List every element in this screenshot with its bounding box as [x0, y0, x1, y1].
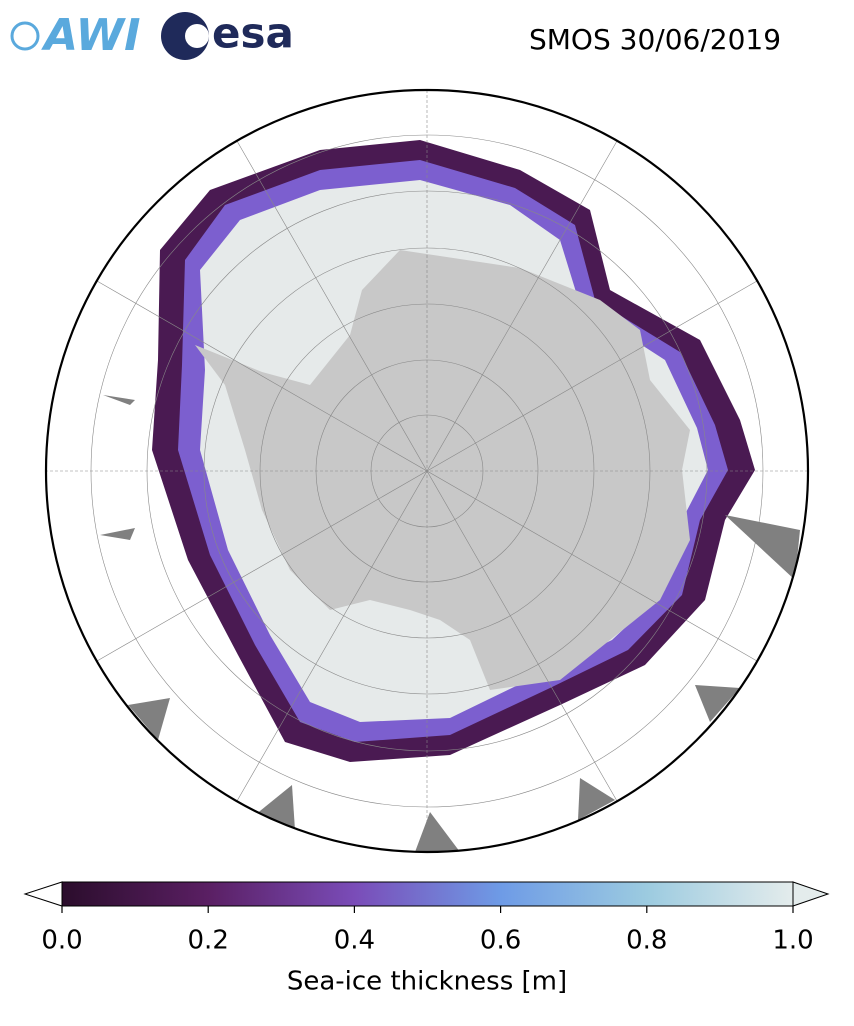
antarctica [195, 250, 690, 690]
tick-label: 0.6 [480, 926, 521, 956]
colorbar-label: Sea-ice thickness [m] [287, 967, 567, 997]
tick-label: 0.4 [334, 926, 375, 956]
colorbar [23, 881, 830, 907]
tick-label: 0.8 [626, 926, 667, 956]
graticule [46, 90, 808, 852]
awi-logo: AWI [10, 10, 141, 61]
map-frame [44, 88, 810, 854]
title: SMOS 30/06/2019 [529, 23, 781, 56]
colorbar-over [792, 881, 830, 907]
esa-logo: esa [161, 9, 294, 60]
tick-label: 0.2 [188, 926, 229, 956]
colorbar-under [23, 881, 63, 907]
tick-label: 0.0 [41, 926, 82, 956]
logo-text: esa [212, 9, 294, 58]
logo-text: AWI [41, 10, 141, 61]
map [46, 90, 808, 852]
tick-label: 1.0 [772, 926, 813, 956]
colorbar-bar [61, 881, 794, 907]
